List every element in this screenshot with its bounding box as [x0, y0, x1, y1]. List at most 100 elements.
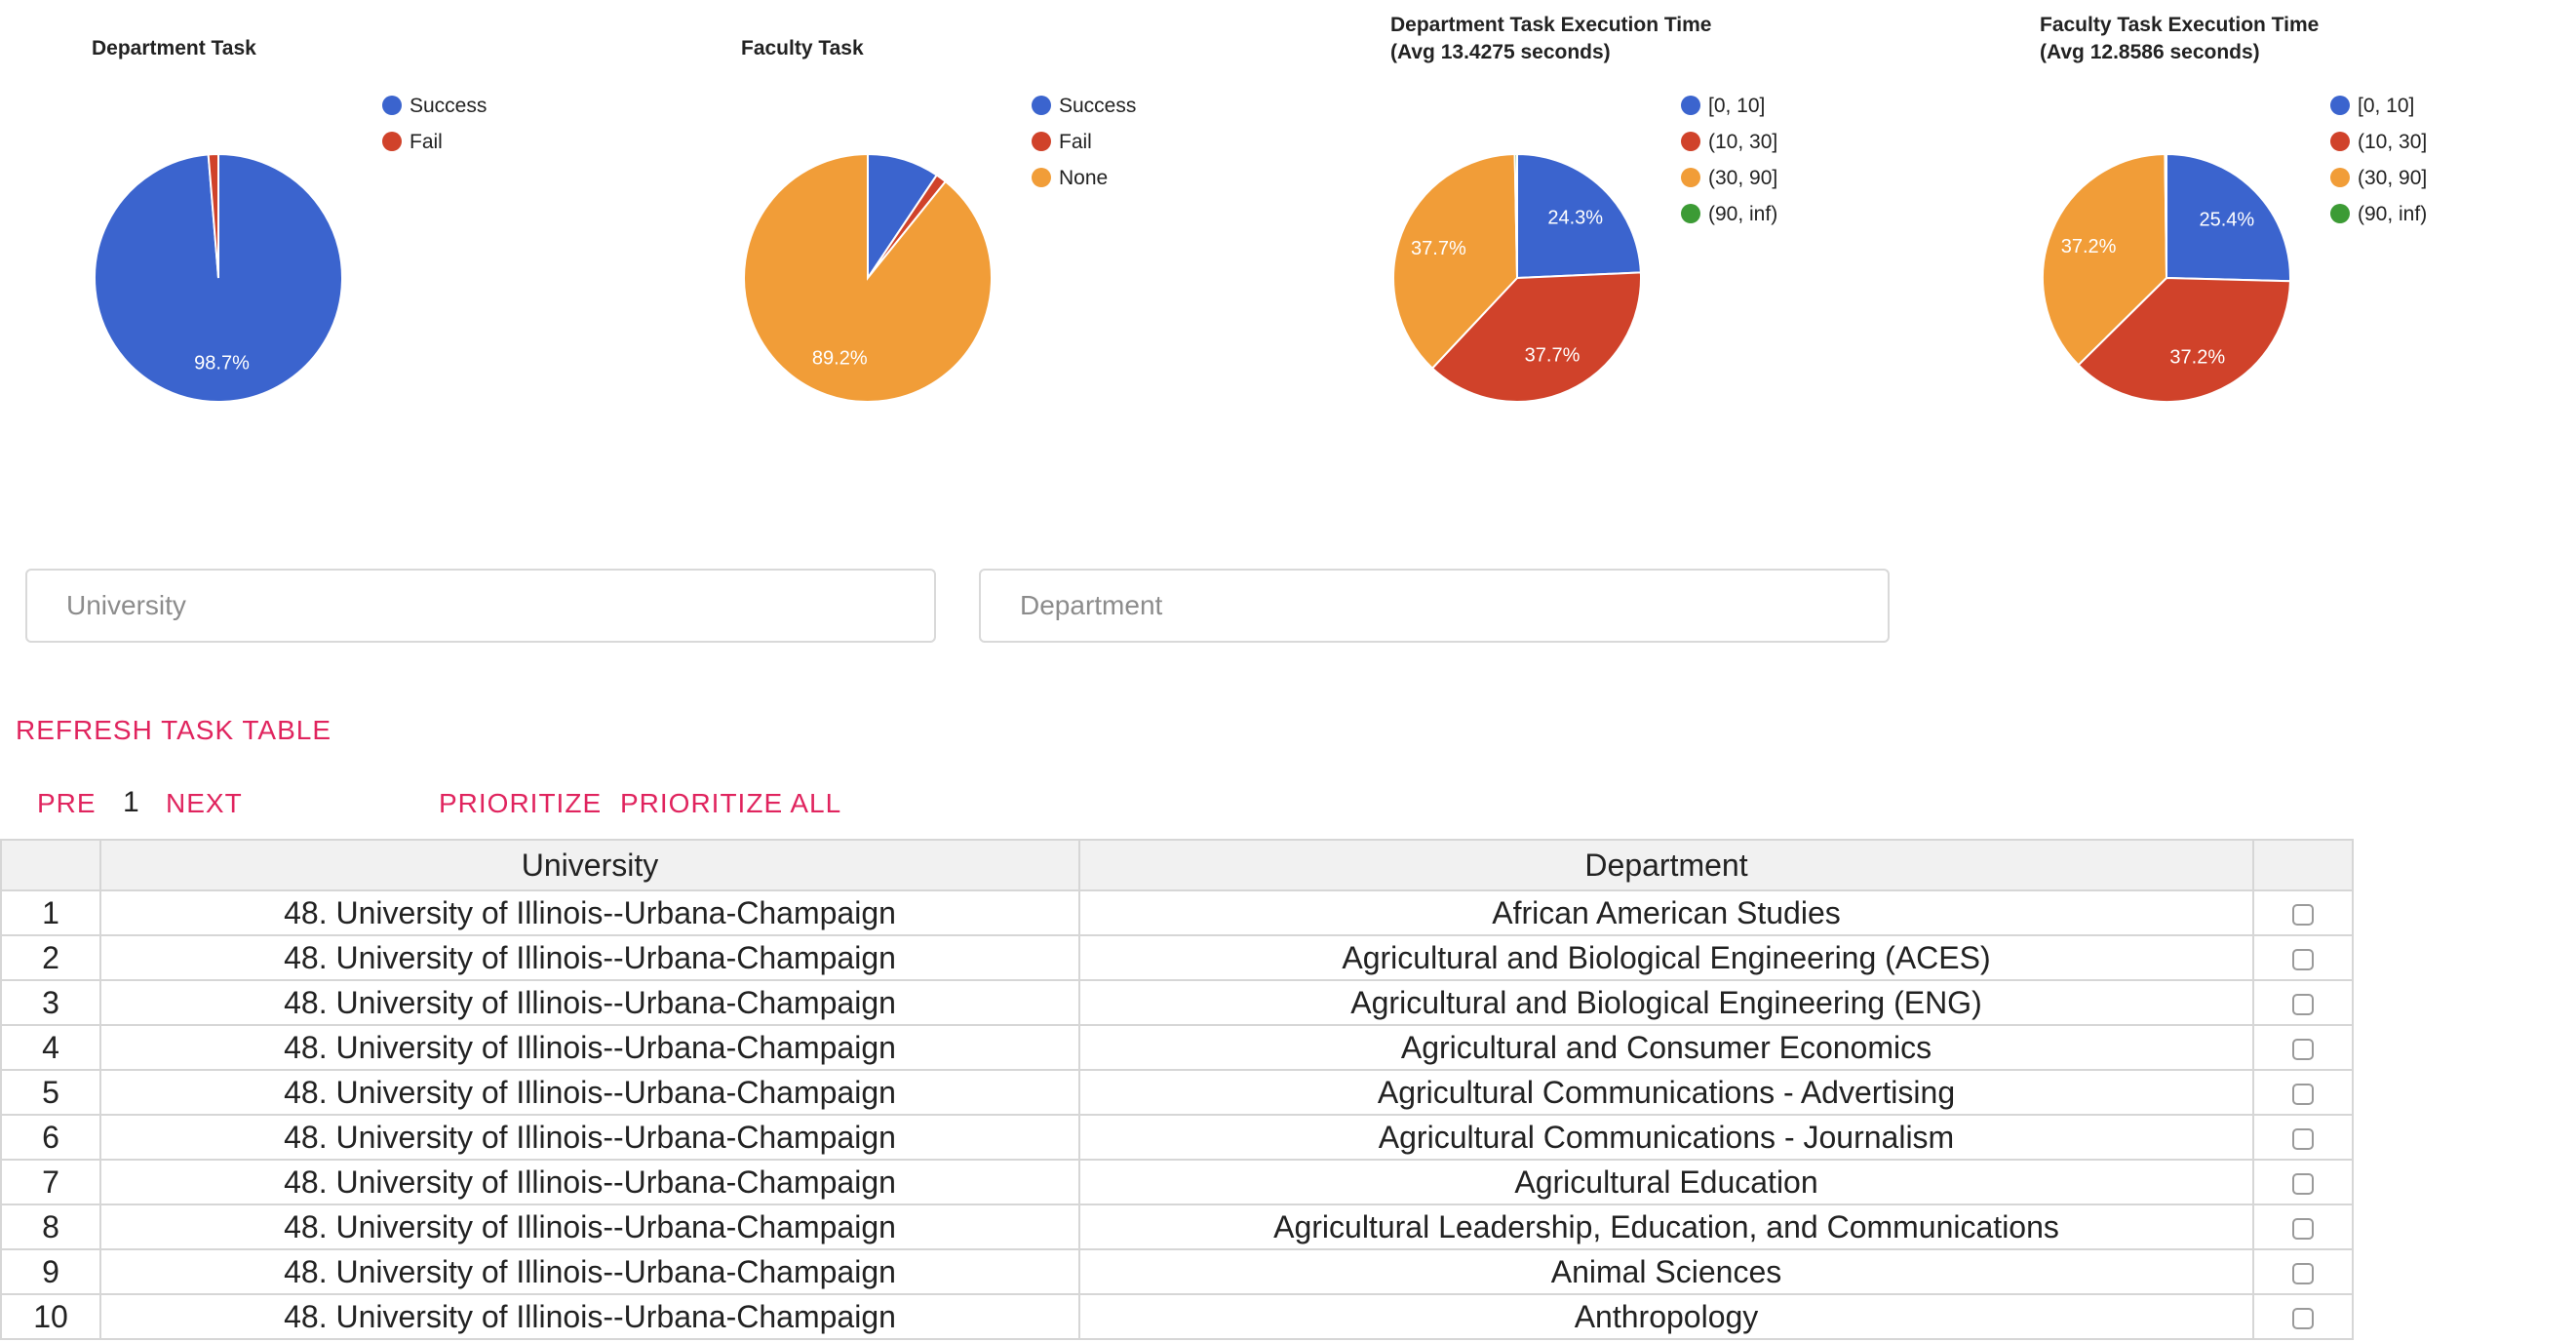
legend-swatch — [1681, 204, 1700, 223]
row-select-cell — [2252, 1204, 2354, 1250]
legend-swatch — [2330, 204, 2350, 223]
legend-label[interactable]: (10, 30] — [1708, 131, 1777, 153]
pie-chart-faculty-execution-time: Faculty Task Execution Time (Avg 12.8586 … — [2040, 14, 2427, 403]
row-department: Anthropology — [1078, 1293, 2254, 1340]
row-select-cell — [2252, 1293, 2354, 1340]
row-select-checkbox[interactable] — [2292, 1263, 2314, 1285]
pie-slice[interactable] — [1516, 152, 1642, 280]
pie-slice[interactable] — [1392, 153, 1519, 370]
table-row[interactable]: 3 48. University of Illinois--Urbana-Cham… — [0, 979, 2354, 1026]
pie-slice[interactable] — [2164, 152, 2167, 279]
pie-slice[interactable] — [2042, 152, 2168, 367]
chart-faculty-execution-time: Faculty Task Execution Time (Avg 12.8586 … — [2040, 0, 2576, 488]
legend-label[interactable]: [0, 10] — [2358, 95, 2414, 117]
row-department: Agricultural Leadership, Education, and … — [1078, 1204, 2254, 1250]
row-select-cell — [2252, 1114, 2354, 1161]
slice-label: 24.3% — [1547, 208, 1603, 229]
row-select-checkbox[interactable] — [2292, 994, 2314, 1016]
legend-label[interactable]: [0, 10] — [1708, 95, 1765, 117]
header-department[interactable]: Department — [1078, 839, 2254, 891]
slice-label: 37.7% — [1525, 344, 1581, 366]
prioritize-button[interactable]: PRIORITIZE — [439, 788, 603, 818]
legend-swatch — [1681, 168, 1700, 187]
row-index: 7 — [0, 1159, 101, 1205]
header-university[interactable]: University — [99, 839, 1080, 891]
header-index — [0, 839, 101, 891]
row-select-cell — [2252, 1248, 2354, 1295]
pie-slice[interactable] — [2077, 276, 2291, 403]
table-row[interactable]: 5 48. University of Illinois--Urbana-Cham… — [0, 1069, 2354, 1116]
row-department: Agricultural Communications - Advertisin… — [1078, 1069, 2254, 1116]
chart-title-line: Department Task — [92, 37, 256, 59]
slice-label: 98.7% — [194, 352, 250, 374]
row-select-checkbox[interactable] — [2292, 1128, 2314, 1151]
table-row[interactable]: 9 48. University of Illinois--Urbana-Cham… — [0, 1248, 2354, 1295]
row-university: 48. University of Illinois--Urbana-Champ… — [99, 889, 1080, 936]
refresh-task-table-button[interactable]: REFRESH TASK TABLE — [16, 715, 332, 745]
legend-swatch — [382, 132, 402, 151]
row-department: Agricultural and Biological Engineering … — [1078, 979, 2254, 1026]
pie-slice[interactable] — [1430, 271, 1642, 403]
legend-swatch — [1032, 96, 1051, 115]
header-select — [2252, 839, 2354, 891]
row-university: 48. University of Illinois--Urbana-Champ… — [99, 1024, 1080, 1071]
row-department: Agricultural and Biological Engineering … — [1078, 934, 2254, 981]
row-select-checkbox[interactable] — [2292, 1173, 2314, 1196]
slice-label: 37.7% — [1411, 238, 1466, 259]
slice-label: 89.2% — [812, 347, 868, 369]
row-department: Animal Sciences — [1078, 1248, 2254, 1295]
table-row[interactable]: 7 48. University of Illinois--Urbana-Cham… — [0, 1159, 2354, 1205]
pie-slice[interactable] — [207, 152, 219, 279]
legend-swatch — [1032, 132, 1051, 151]
row-select-cell — [2252, 934, 2354, 981]
table-row[interactable]: 2 48. University of Illinois--Urbana-Cham… — [0, 934, 2354, 981]
row-index: 10 — [0, 1293, 101, 1340]
slice-label: 37.2% — [2169, 346, 2225, 368]
university-filter-input[interactable] — [25, 569, 936, 643]
pie-slice[interactable] — [743, 152, 993, 403]
row-select-checkbox[interactable] — [2292, 949, 2314, 971]
legend-label[interactable]: Fail — [1059, 131, 1092, 153]
legend-label[interactable]: Success — [410, 95, 487, 117]
department-filter-input[interactable] — [979, 569, 1890, 643]
legend-label[interactable]: None — [1059, 167, 1108, 189]
table-row[interactable]: 8 48. University of Illinois--Urbana-Cham… — [0, 1204, 2354, 1250]
prioritize-all-button[interactable]: PRIORITIZE ALL — [620, 788, 842, 818]
legend-label[interactable]: Fail — [410, 131, 443, 153]
row-university: 48. University of Illinois--Urbana-Champ… — [99, 1248, 1080, 1295]
chart-title-line: (Avg 12.8586 seconds) — [2040, 41, 2260, 63]
table-row[interactable]: 4 48. University of Illinois--Urbana-Cham… — [0, 1024, 2354, 1071]
next-page-button[interactable]: NEXT — [166, 788, 243, 818]
table-row[interactable]: 1 48. University of Illinois--Urbana-Cham… — [0, 889, 2354, 936]
row-select-checkbox[interactable] — [2292, 1039, 2314, 1061]
chart-title-line: (Avg 13.4275 seconds) — [1390, 41, 1611, 63]
row-select-cell — [2252, 1159, 2354, 1205]
table-row[interactable]: 10 48. University of Illinois--Urbana-Cha… — [0, 1293, 2354, 1340]
pie-slice[interactable] — [2166, 152, 2291, 283]
row-select-checkbox[interactable] — [2292, 1308, 2314, 1330]
table-row[interactable]: 6 48. University of Illinois--Urbana-Cham… — [0, 1114, 2354, 1161]
pie-chart-faculty-task: Faculty Task 89.2% Success Fail None — [741, 37, 1136, 403]
legend-label[interactable]: (30, 90] — [2358, 167, 2427, 189]
legend-label[interactable]: Success — [1059, 95, 1136, 117]
legend-swatch — [2330, 132, 2350, 151]
row-university: 48. University of Illinois--Urbana-Champ… — [99, 1204, 1080, 1250]
legend-label[interactable]: (90, inf) — [2358, 203, 2427, 225]
row-select-checkbox[interactable] — [2292, 1084, 2314, 1106]
row-select-checkbox[interactable] — [2292, 904, 2314, 927]
chart-department-task: Department Task 98.7% Success Fail — [92, 0, 716, 488]
legend-label[interactable]: (90, inf) — [1708, 203, 1777, 225]
row-department: Agricultural Education — [1078, 1159, 2254, 1205]
row-university: 48. University of Illinois--Urbana-Champ… — [99, 1114, 1080, 1161]
row-select-cell — [2252, 889, 2354, 936]
row-department: African American Studies — [1078, 889, 2254, 936]
table-header-row: University Department — [0, 839, 2354, 891]
previous-page-button[interactable]: PRE — [37, 788, 97, 818]
current-page-number: 1 — [123, 786, 139, 818]
pie-slice[interactable] — [1513, 152, 1518, 279]
chart-faculty-task: Faculty Task 89.2% Success Fail None — [741, 0, 1365, 488]
legend-label[interactable]: (30, 90] — [1708, 167, 1777, 189]
row-select-checkbox[interactable] — [2292, 1218, 2314, 1241]
chart-department-execution-time: Department Task Execution Time (Avg 13.42… — [1390, 0, 2014, 488]
legend-label[interactable]: (10, 30] — [2358, 131, 2427, 153]
